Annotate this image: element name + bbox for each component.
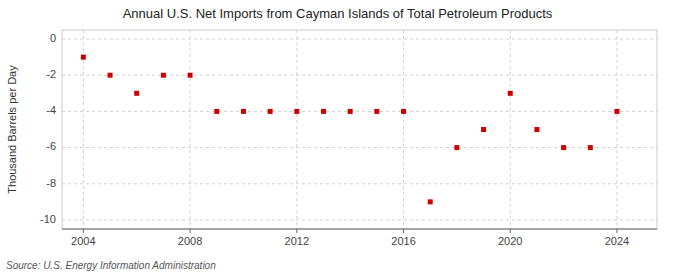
x-grid-line [616, 30, 617, 229]
scatter-point [401, 109, 406, 114]
y-axis-label: Thousand Barrels per Day [6, 65, 18, 194]
chart-svg: 0 -2 -4 -6 -8 -10 2004 2008 2012 2016 2020 2024 Annu… [0, 0, 675, 275]
x-tick [190, 229, 191, 233]
x-tick [403, 229, 404, 233]
x-axis-line [62, 229, 657, 230]
x-grid-line [190, 30, 191, 229]
scatter-point [134, 91, 139, 96]
x-tick-label: 2008 [178, 235, 202, 247]
scatter-point [614, 109, 619, 114]
scatter-point [374, 109, 379, 114]
x-tick-label: 2012 [285, 235, 309, 247]
x-tick-label: 2016 [391, 235, 415, 247]
points [81, 55, 620, 205]
scatter-point [481, 127, 486, 132]
x-tick-label: 2024 [605, 235, 629, 247]
x-tick-label: 2020 [498, 235, 522, 247]
y-tick-label: -2 [46, 68, 56, 80]
title: Annual U.S. Net Imports from Cayman Isla… [123, 6, 553, 21]
x-tick [296, 229, 297, 233]
y-grid-line [62, 183, 657, 184]
scatter-point [428, 199, 433, 204]
scatter-point [508, 91, 513, 96]
scatter-point [188, 73, 193, 78]
y-tick-label: -4 [46, 104, 56, 116]
scatter-point [294, 109, 299, 114]
scatter-point [161, 73, 166, 78]
x-tick [510, 229, 511, 233]
scatter-point [241, 109, 246, 114]
y-grid-line [62, 111, 657, 112]
source-note: Source: U.S. Energy Information Administ… [6, 260, 216, 271]
scatter-point [534, 127, 539, 132]
scatter-point [588, 145, 593, 150]
scatter-point [268, 109, 273, 114]
y-grid-line [62, 147, 657, 148]
plot-frame [62, 30, 657, 229]
y-grid-line [62, 219, 657, 220]
chart-container: 0 -2 -4 -6 -8 -10 2004 2008 2012 2016 2020 2024 Annu… [0, 0, 675, 275]
x-grid-line [83, 30, 84, 229]
grid [62, 30, 657, 229]
scatter-point [454, 145, 459, 150]
x-tick-label: 2004 [71, 235, 95, 247]
scatter-point [321, 109, 326, 114]
scatter-point [348, 109, 353, 114]
scatter-point [561, 145, 566, 150]
scatter-point [81, 55, 86, 60]
x-grid-line [403, 30, 404, 229]
scatter-point [214, 109, 219, 114]
x-grid-line [296, 30, 297, 229]
x-tick [616, 229, 617, 233]
x-tick [83, 229, 84, 233]
scatter-point [108, 73, 113, 78]
y-tick-label: -8 [46, 177, 56, 189]
y-tick-label: -10 [40, 213, 56, 225]
y-grid-line [62, 75, 657, 76]
y-tick-label: 0 [50, 32, 56, 44]
y-grid-line [62, 39, 657, 40]
y-tick-label: -6 [46, 140, 56, 152]
x-grid-line [510, 30, 511, 229]
